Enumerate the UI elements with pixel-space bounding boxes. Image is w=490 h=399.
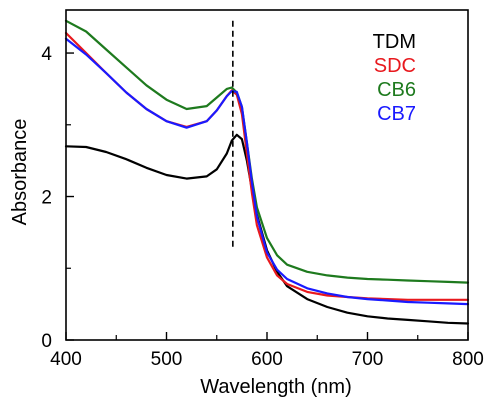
x-tick-label: 700 [352, 349, 384, 370]
x-tick-label: 400 [50, 349, 82, 370]
y-tick-label: 2 [41, 188, 52, 209]
legend-entry-cb7: CB7 [377, 103, 416, 125]
x-tick-label: 600 [251, 349, 283, 370]
legend-entry-sdc: SDC [374, 55, 416, 77]
y-axis-title: Absorbance [9, 119, 31, 226]
y-tick-label: 4 [41, 44, 52, 65]
x-tick-label: 800 [452, 349, 484, 370]
x-axis-title: Wavelength (nm) [200, 376, 352, 398]
x-tick-label: 500 [151, 349, 183, 370]
legend-entry-tdm: TDM [373, 31, 416, 53]
legend-entry-cb6: CB6 [377, 79, 416, 101]
y-tick-label: 0 [41, 331, 52, 352]
